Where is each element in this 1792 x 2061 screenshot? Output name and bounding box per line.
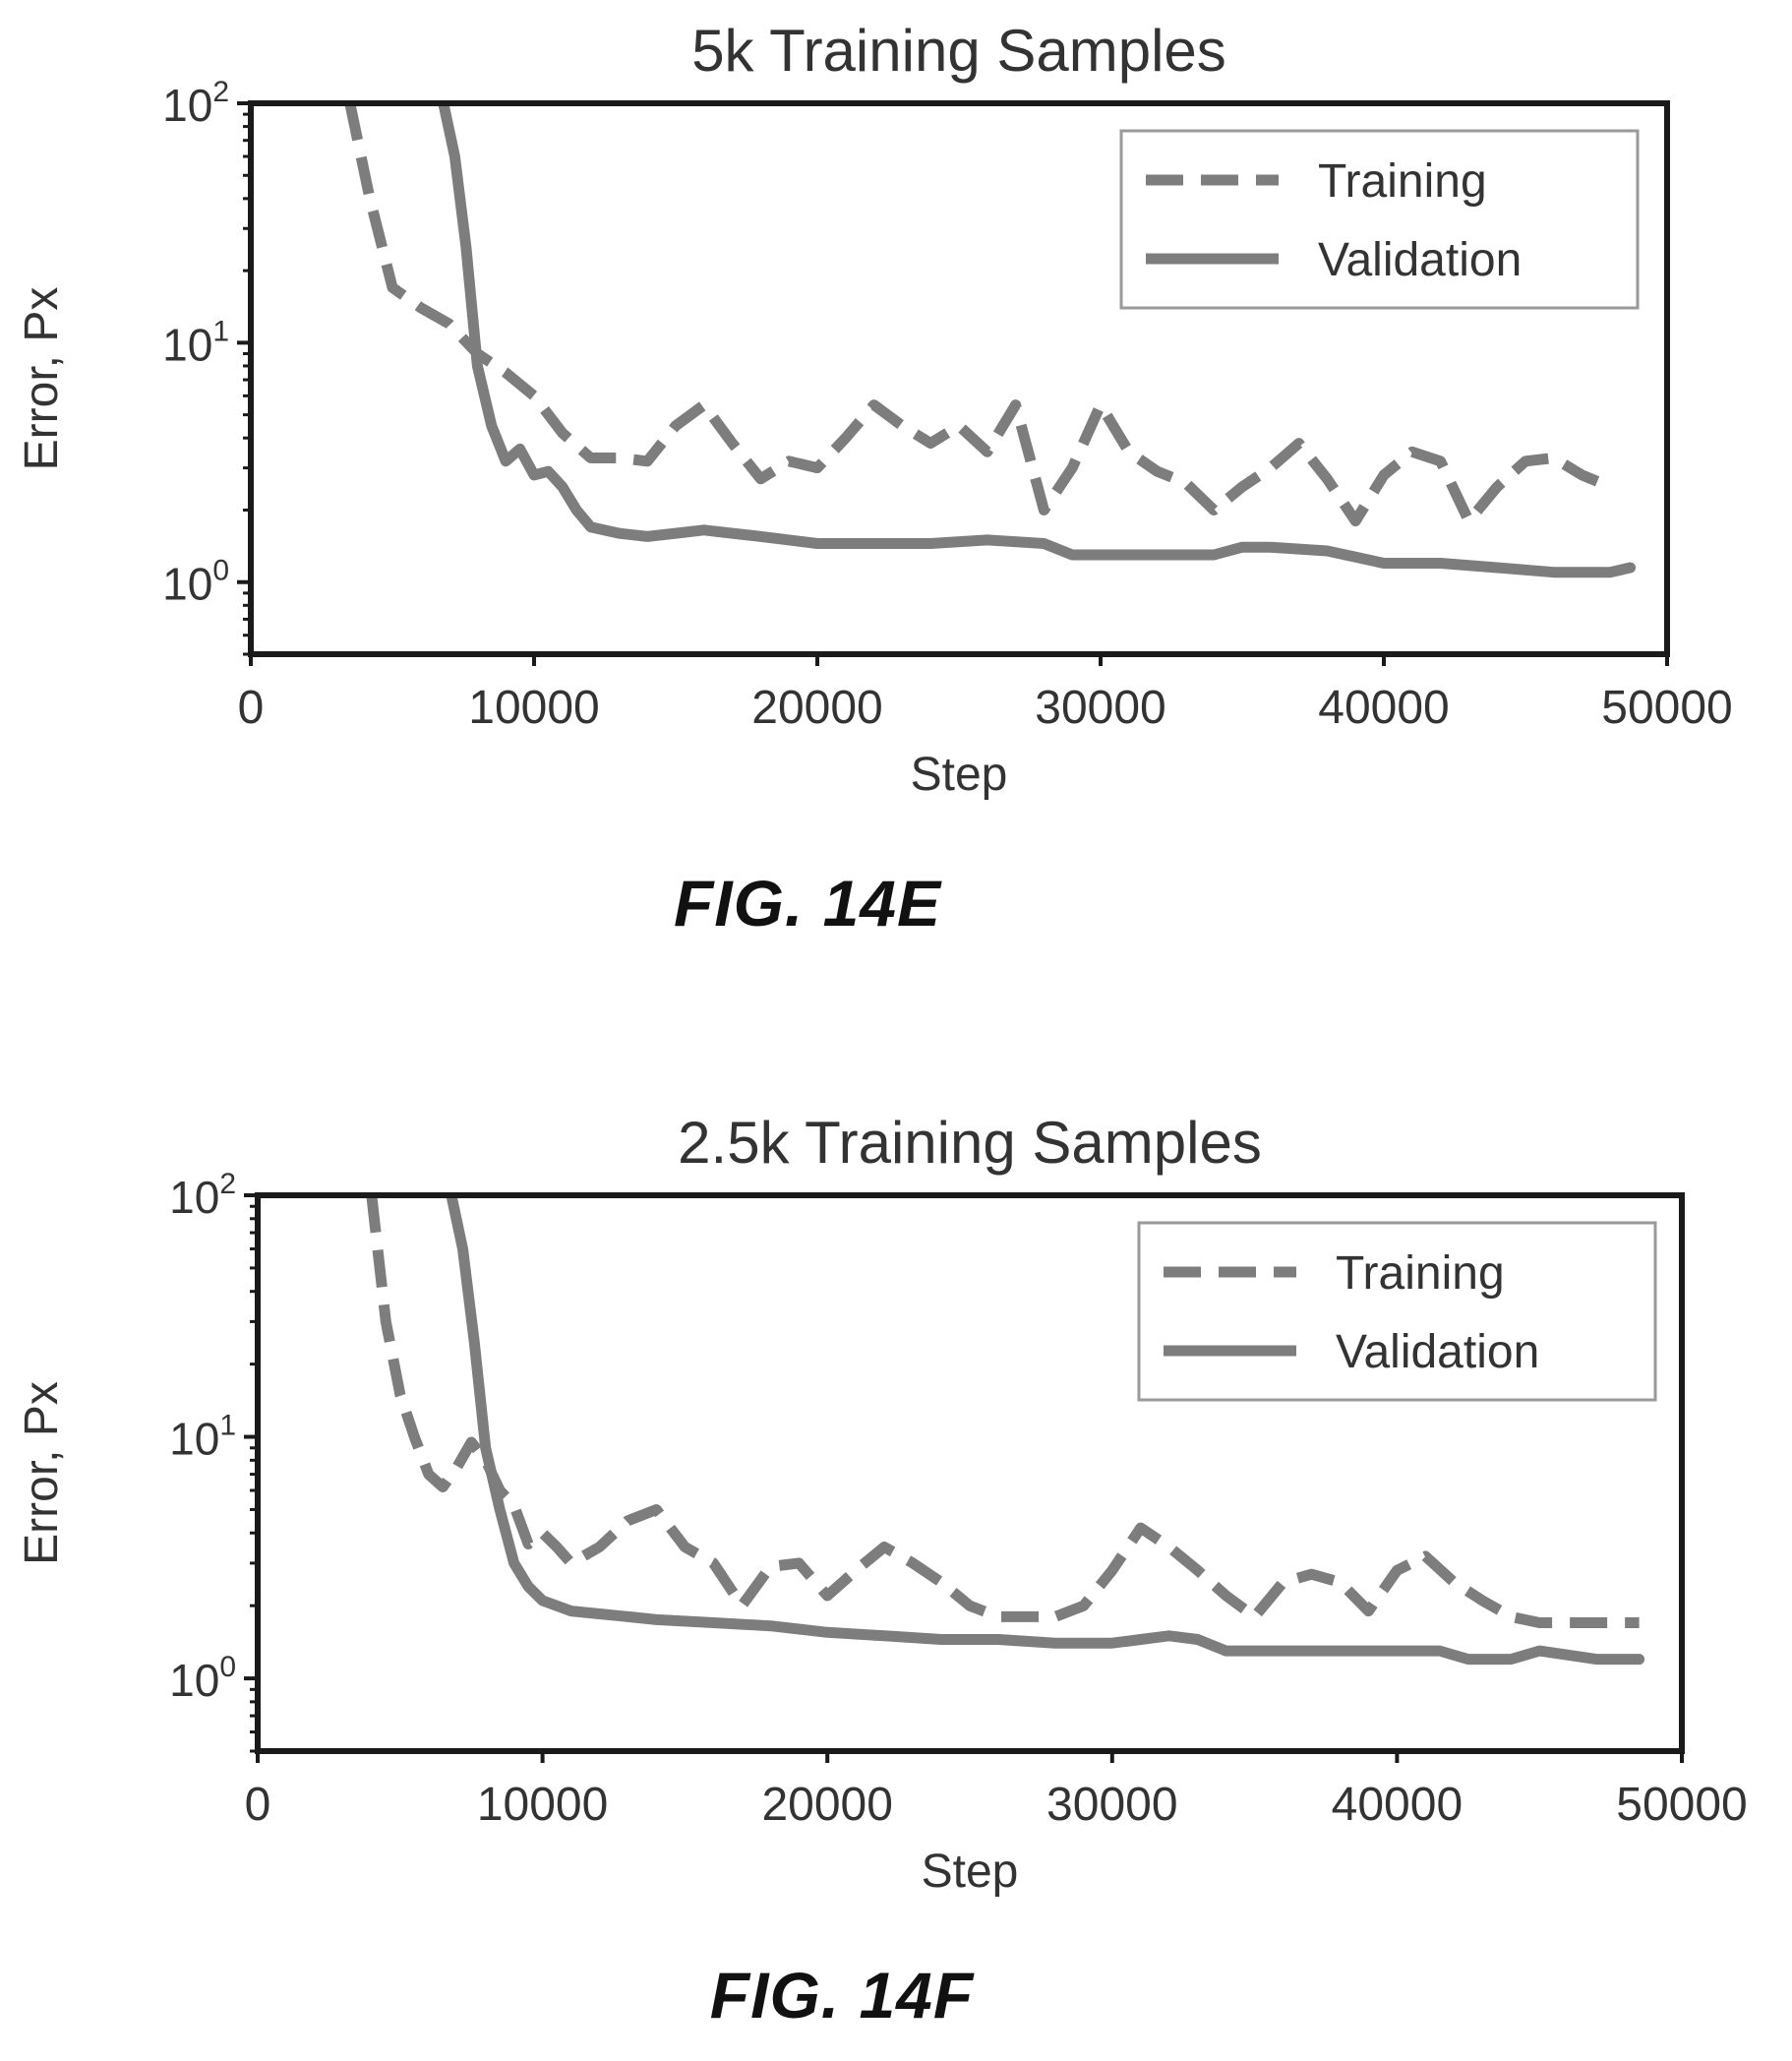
legend-label: Training bbox=[1336, 1247, 1505, 1300]
y-axis-label: Error, Px bbox=[16, 287, 68, 471]
x-tick-label: 0 bbox=[238, 682, 265, 734]
x-tick-label: 40000 bbox=[1318, 682, 1449, 734]
y-tick-base: 10 bbox=[169, 1655, 219, 1706]
chart-panel-14e: 5k Training Samples 0 10000 20000 30000 40000… bbox=[0, 0, 1792, 851]
chart-title: 2.5k Training Samples bbox=[678, 1110, 1262, 1176]
legend-box bbox=[1119, 129, 1640, 310]
y-tick-label: 100 bbox=[169, 1651, 236, 1706]
y-tick-label: 100 bbox=[162, 555, 229, 610]
y-tick-exponent: 1 bbox=[219, 1410, 236, 1442]
x-tick-label: 20000 bbox=[751, 682, 882, 734]
y-tick-base: 10 bbox=[162, 80, 212, 131]
x-tick-label: 0 bbox=[245, 1779, 271, 1831]
x-axis-label: Step bbox=[922, 1846, 1019, 1898]
y-tick-exponent: 2 bbox=[219, 1168, 236, 1200]
x-tick-label: 40000 bbox=[1332, 1779, 1463, 1831]
x-tick-label: 20000 bbox=[761, 1779, 892, 1831]
chart-14e: 5k Training Samples 0 10000 20000 30000 40000… bbox=[16, 18, 1733, 801]
y-tick-exponent: 0 bbox=[219, 1651, 236, 1683]
y-tick-exponent: 0 bbox=[212, 555, 229, 587]
x-tick-label: 30000 bbox=[1046, 1779, 1177, 1831]
series-line-validation bbox=[446, 1198, 1645, 1666]
x-axis-label: Step bbox=[911, 749, 1008, 801]
y-tick-base: 10 bbox=[162, 319, 212, 370]
y-tick-label: 102 bbox=[169, 1168, 236, 1223]
chart-14f: 2.5k Training Samples 0 10000 20000 30000 400… bbox=[16, 1110, 1748, 1898]
y-tick-exponent: 2 bbox=[212, 76, 229, 108]
y-axis-label: Error, Px bbox=[16, 1381, 68, 1565]
x-tick-label: 10000 bbox=[468, 682, 599, 734]
y-tick-base: 10 bbox=[169, 1172, 219, 1223]
chart-title: 5k Training Samples bbox=[691, 18, 1226, 84]
series-line-training bbox=[344, 106, 1613, 527]
x-tick-label: 50000 bbox=[1601, 682, 1732, 734]
legend-box bbox=[1137, 1221, 1657, 1402]
figure-caption-14e: FIG. 14E bbox=[673, 867, 942, 940]
figure-caption-14f: FIG. 14F bbox=[709, 1959, 975, 2031]
legend-label: Validation bbox=[1318, 234, 1522, 286]
chart-panel-14f: 2.5k Training Samples 0 10000 20000 30000 400… bbox=[0, 1092, 1792, 1943]
legend-label: Training bbox=[1318, 155, 1487, 208]
x-tick-label: 50000 bbox=[1616, 1779, 1747, 1831]
legend-label: Validation bbox=[1336, 1326, 1539, 1378]
x-tick-label: 30000 bbox=[1035, 682, 1165, 734]
y-tick-label: 102 bbox=[162, 76, 229, 131]
y-tick-base: 10 bbox=[169, 1414, 219, 1465]
y-tick-label: 101 bbox=[169, 1410, 236, 1465]
y-tick-exponent: 1 bbox=[212, 315, 229, 347]
y-tick-base: 10 bbox=[162, 559, 212, 610]
series-line-validation bbox=[438, 106, 1637, 578]
x-tick-label: 10000 bbox=[477, 1779, 608, 1831]
y-tick-label: 101 bbox=[162, 315, 229, 370]
